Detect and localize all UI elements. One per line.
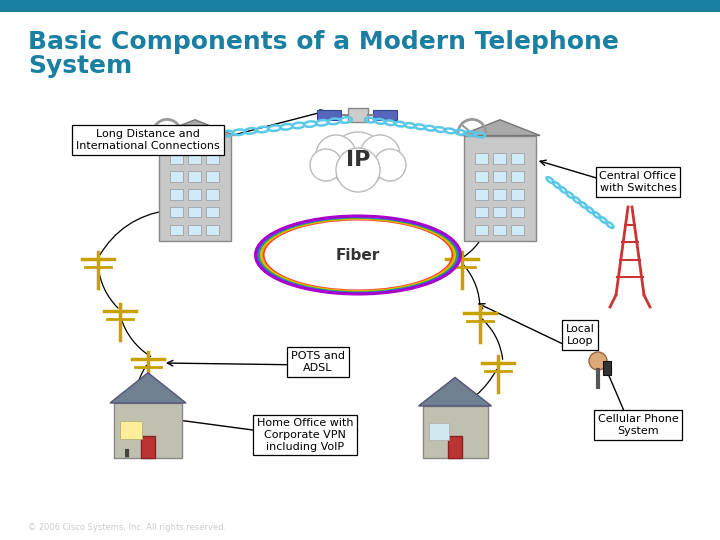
Bar bbox=[510, 171, 523, 181]
Polygon shape bbox=[110, 373, 186, 403]
Bar bbox=[423, 406, 487, 458]
Text: POTS and
ADSL: POTS and ADSL bbox=[291, 351, 345, 373]
Polygon shape bbox=[460, 120, 540, 136]
Bar bbox=[206, 207, 219, 218]
Bar bbox=[348, 108, 368, 122]
Bar bbox=[188, 207, 201, 218]
Bar bbox=[188, 225, 201, 235]
Bar bbox=[206, 153, 219, 164]
Bar bbox=[206, 171, 219, 181]
Text: IP: IP bbox=[346, 150, 370, 170]
Text: Fiber: Fiber bbox=[336, 247, 380, 262]
Bar bbox=[510, 189, 523, 200]
Bar bbox=[188, 153, 201, 164]
Bar bbox=[492, 171, 505, 181]
Bar bbox=[474, 225, 487, 235]
Bar bbox=[448, 436, 462, 458]
Bar bbox=[170, 189, 183, 200]
Polygon shape bbox=[155, 120, 235, 136]
Bar bbox=[492, 225, 505, 235]
Bar bbox=[492, 207, 505, 218]
Bar bbox=[141, 436, 155, 458]
Text: Local
Loop: Local Loop bbox=[566, 324, 595, 346]
Bar bbox=[206, 189, 219, 200]
Circle shape bbox=[336, 148, 380, 192]
Bar bbox=[603, 361, 611, 375]
Bar bbox=[510, 153, 523, 164]
Bar bbox=[0, 0, 720, 12]
Circle shape bbox=[374, 149, 406, 181]
Circle shape bbox=[310, 149, 342, 181]
Bar bbox=[206, 225, 219, 235]
Circle shape bbox=[316, 135, 356, 175]
Text: Central Office
with Switches: Central Office with Switches bbox=[600, 171, 677, 193]
Bar bbox=[492, 189, 505, 200]
Bar bbox=[510, 225, 523, 235]
Bar bbox=[474, 207, 487, 218]
Bar bbox=[170, 153, 183, 164]
Circle shape bbox=[330, 132, 386, 188]
Bar bbox=[170, 207, 183, 218]
Bar bbox=[120, 421, 142, 438]
Bar bbox=[474, 189, 487, 200]
Bar bbox=[428, 423, 449, 440]
Bar bbox=[474, 171, 487, 181]
Bar bbox=[373, 110, 397, 120]
Bar bbox=[464, 136, 536, 240]
Polygon shape bbox=[418, 377, 492, 406]
Circle shape bbox=[589, 352, 607, 370]
Bar bbox=[159, 136, 231, 240]
Bar bbox=[188, 189, 201, 200]
Text: Basic Components of a Modern Telephone: Basic Components of a Modern Telephone bbox=[28, 30, 619, 54]
Text: Home Office with
Corporate VPN
including VoIP: Home Office with Corporate VPN including… bbox=[257, 418, 354, 451]
Text: ▮: ▮ bbox=[124, 447, 130, 457]
Text: Long Distance and
International Connections: Long Distance and International Connecti… bbox=[76, 129, 220, 151]
Text: Cellular Phone
System: Cellular Phone System bbox=[598, 414, 678, 436]
Bar bbox=[188, 171, 201, 181]
Bar bbox=[170, 171, 183, 181]
Bar bbox=[510, 207, 523, 218]
Bar bbox=[170, 225, 183, 235]
Bar bbox=[317, 110, 341, 120]
Text: © 2006 Cisco Systems, Inc. All rights reserved.: © 2006 Cisco Systems, Inc. All rights re… bbox=[28, 523, 226, 532]
Bar bbox=[492, 153, 505, 164]
Bar bbox=[114, 403, 182, 458]
Circle shape bbox=[360, 135, 400, 175]
Text: System: System bbox=[28, 54, 132, 78]
Bar bbox=[474, 153, 487, 164]
